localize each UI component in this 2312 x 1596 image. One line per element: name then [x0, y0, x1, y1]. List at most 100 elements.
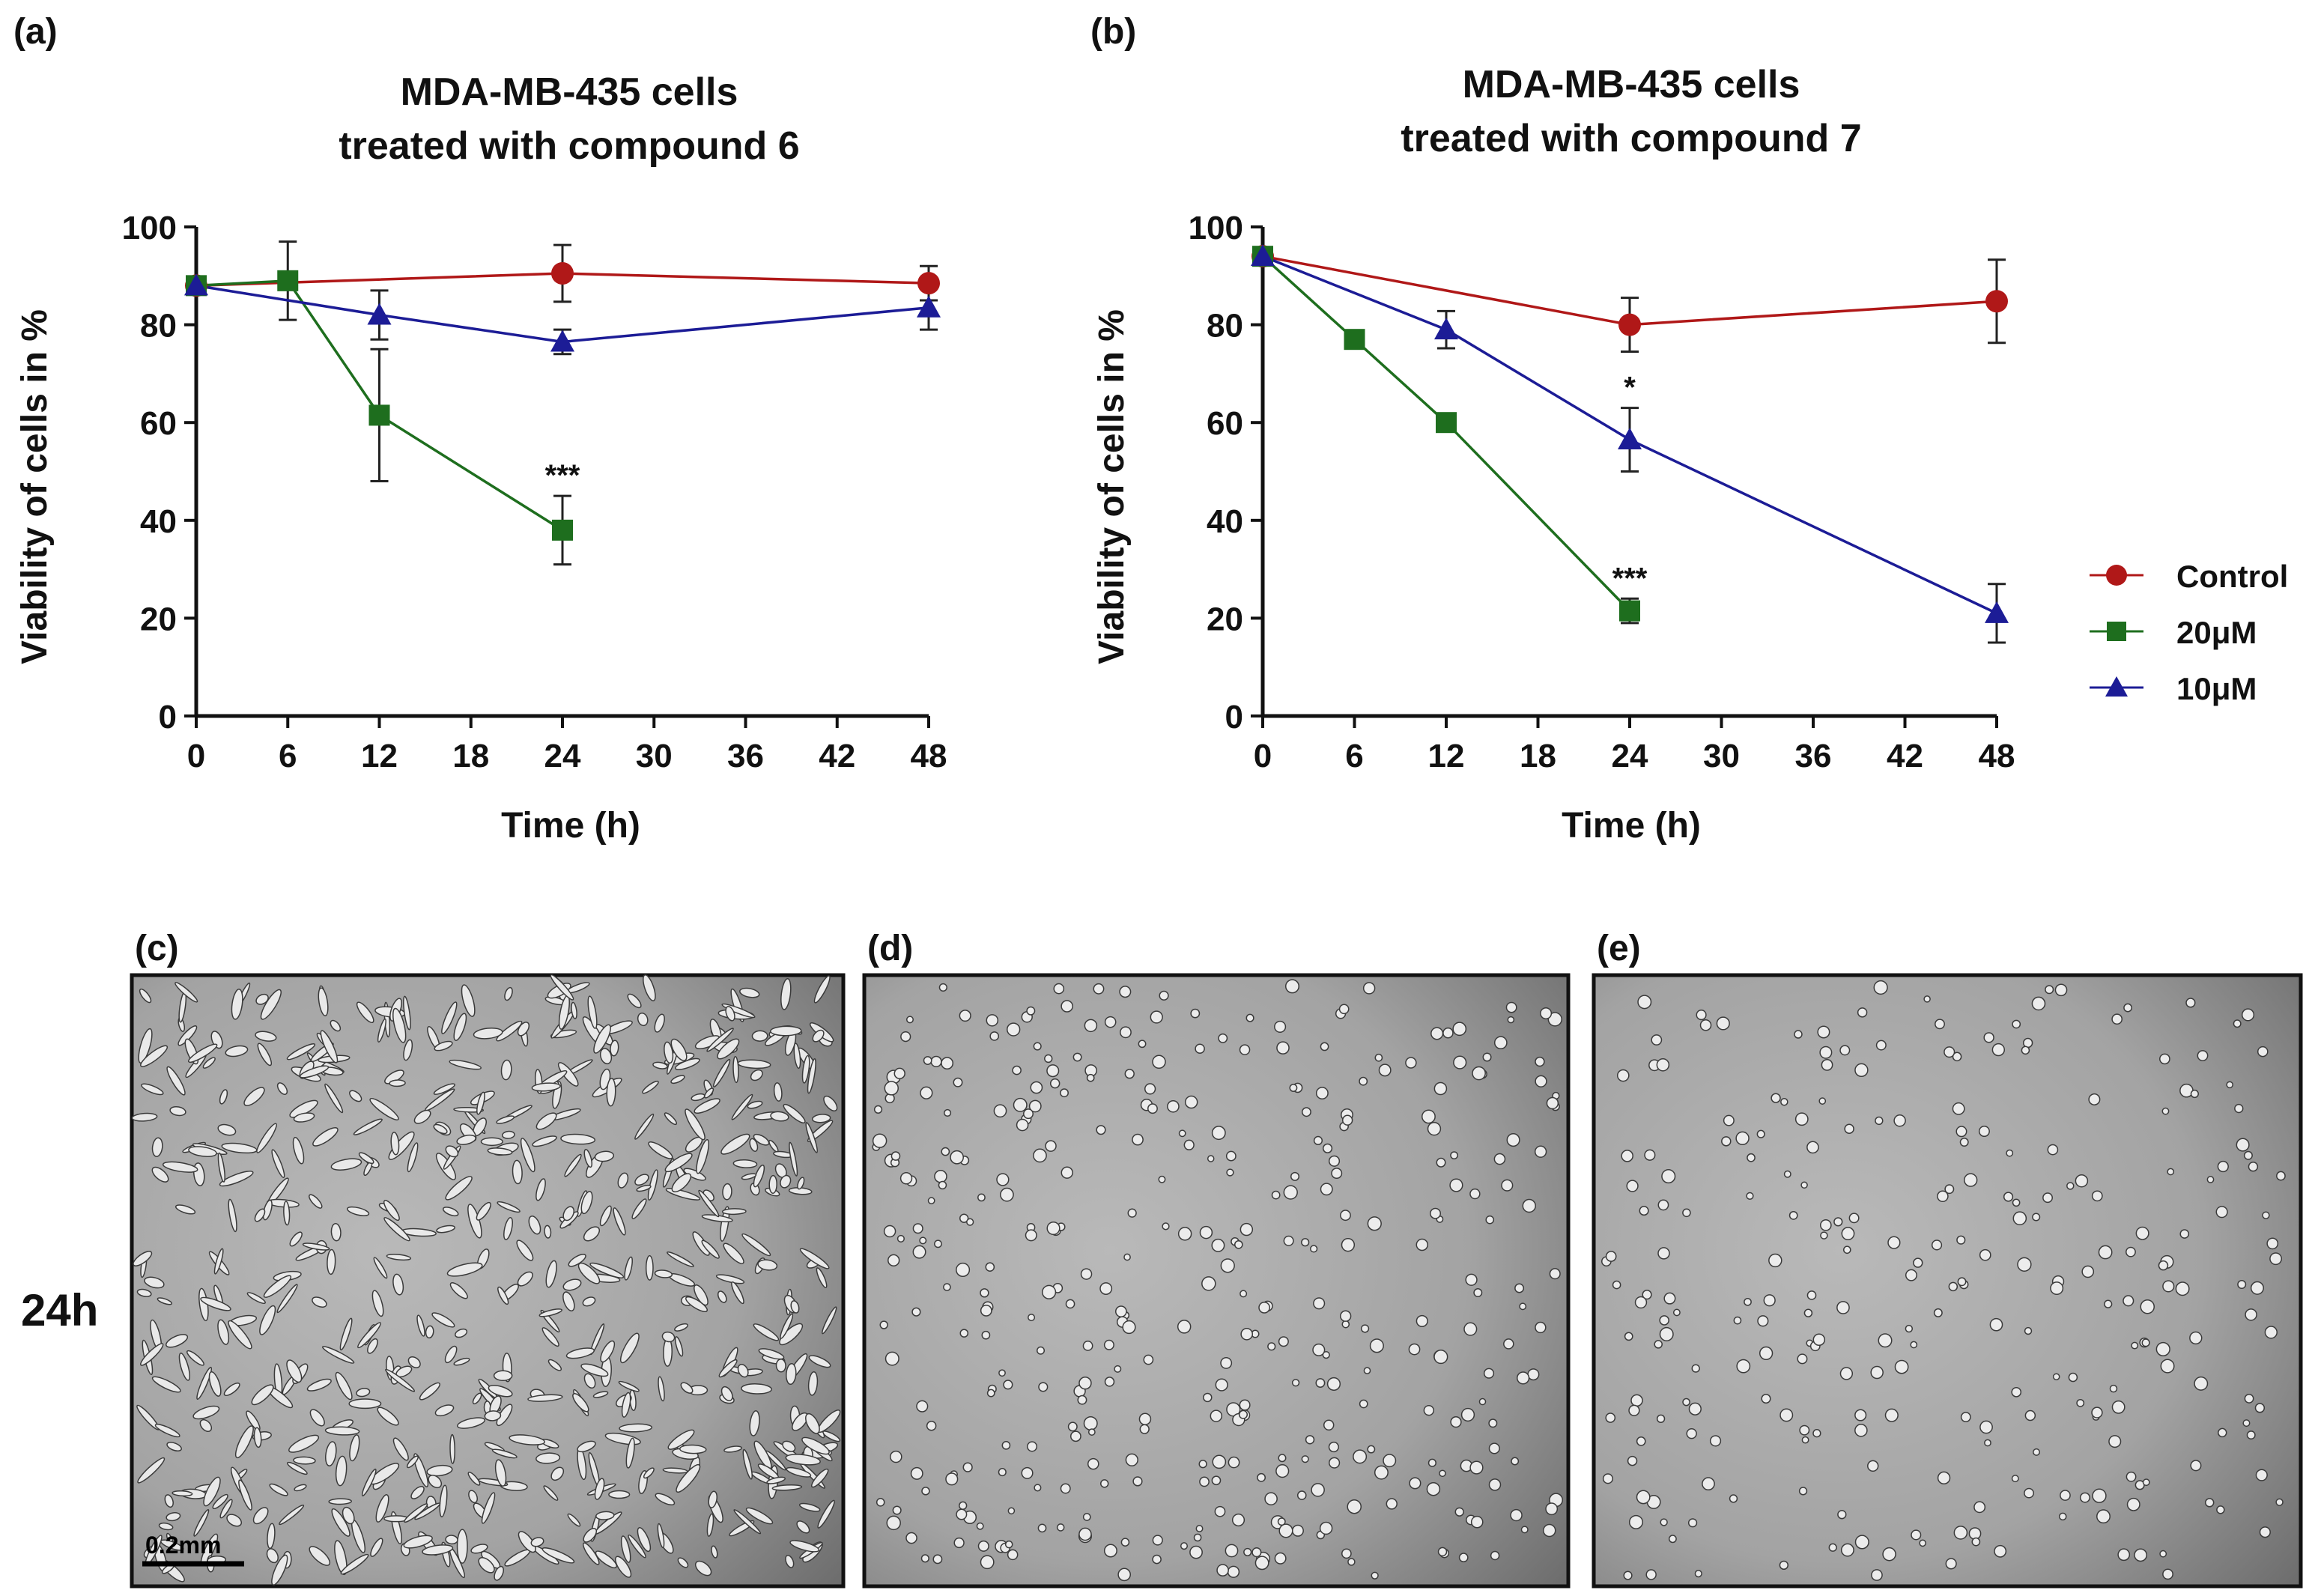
cell-shape	[2042, 1192, 2053, 1204]
cell-shape	[1322, 1143, 1333, 1153]
cell-shape	[1744, 1297, 1752, 1306]
cell-shape	[1021, 1466, 1034, 1479]
cell-shape	[785, 1555, 795, 1568]
cell-shape	[652, 1061, 668, 1069]
cell-shape	[1099, 1282, 1113, 1295]
cell-shape	[1120, 1538, 1130, 1547]
cell-shape	[1211, 1126, 1226, 1141]
cell-shape	[1469, 1188, 1481, 1200]
cell-shape	[246, 1292, 266, 1305]
cell-shape	[1319, 1521, 1333, 1535]
data-point-10m	[367, 303, 392, 325]
cell-shape	[444, 1345, 458, 1364]
cell-shape	[1837, 1510, 1847, 1520]
cell-shape	[1994, 1544, 2007, 1558]
cell-shape	[1283, 1235, 1294, 1246]
cell-shape	[1887, 1236, 1901, 1249]
cell-shape	[1960, 1412, 1971, 1422]
cell-shape	[943, 1283, 951, 1291]
cell-shape	[1882, 1547, 1896, 1562]
cell-shape	[1132, 1476, 1143, 1487]
cell-shape	[1069, 1430, 1081, 1442]
cell-shape	[1000, 1187, 1014, 1202]
cell-shape	[1369, 1338, 1384, 1353]
cell-shape	[494, 1459, 507, 1487]
cell-shape	[1341, 1237, 1356, 1252]
cell-shape	[610, 1040, 619, 1057]
cell-shape	[1067, 1421, 1078, 1432]
cell-shape	[131, 1112, 158, 1122]
chart-b: (b) MDA-MB-435 cells treated with compou…	[1090, 12, 2015, 846]
cell-shape	[480, 1137, 503, 1147]
cell-shape	[775, 1359, 786, 1373]
cell-shape	[2050, 1281, 2064, 1296]
cell-shape	[223, 1382, 240, 1397]
cell-shape	[407, 1142, 419, 1173]
cell-shape	[1374, 1053, 1383, 1062]
cell-shape	[2031, 996, 2046, 1011]
cell-shape	[1854, 1409, 1867, 1421]
cell-shape	[647, 1169, 658, 1201]
cell-shape	[1621, 1150, 1633, 1162]
cell-shape	[657, 1523, 665, 1549]
cell-shape	[445, 1535, 458, 1545]
cell-shape	[1945, 1558, 1957, 1570]
cell-shape	[985, 1262, 995, 1272]
cell-shape	[2098, 1245, 2113, 1260]
cell-shape	[1800, 1181, 1808, 1189]
cell-shape	[594, 1150, 615, 1162]
cell-shape	[1028, 1314, 1036, 1322]
cell-shape	[654, 1013, 665, 1033]
cell-shape	[713, 1058, 731, 1087]
cell-shape	[1490, 1550, 1500, 1561]
cell-shape	[1046, 1064, 1060, 1078]
cell-shape	[1507, 1016, 1515, 1024]
cell-shape	[1520, 1526, 1529, 1534]
cell-shape	[140, 1343, 164, 1366]
cell-shape	[1080, 1268, 1093, 1280]
cell-shape	[2135, 1226, 2149, 1240]
cell-shape	[2159, 1053, 2170, 1065]
significance-marker: ***	[545, 459, 580, 492]
cell-shape	[1427, 1458, 1436, 1467]
cell-shape	[2024, 1410, 2036, 1421]
cell-shape	[1203, 1392, 1213, 1403]
cell-shape	[1978, 1126, 1990, 1138]
cell-shape	[2123, 1295, 2134, 1307]
cell-shape	[1493, 1153, 1506, 1165]
cell-shape	[1301, 1455, 1309, 1463]
cell-shape	[621, 1392, 631, 1418]
cell-shape	[494, 1565, 505, 1581]
cell-shape	[606, 1078, 616, 1107]
cell-shape	[339, 1317, 353, 1351]
cell-shape	[742, 1448, 753, 1480]
cell-shape	[1873, 980, 1888, 995]
cell-shape	[484, 1410, 502, 1421]
panel-e-label: (e)	[1597, 929, 1641, 968]
cell-shape	[389, 1079, 406, 1087]
cell-shape	[331, 1508, 351, 1537]
cell-shape	[934, 1240, 942, 1248]
legend-entry-control: Control	[2090, 559, 2288, 594]
cell-shape	[614, 1556, 632, 1578]
cell-shape	[886, 1515, 901, 1531]
cell-shape	[453, 1106, 485, 1113]
cell-shape	[1437, 1547, 1448, 1557]
cell-shape	[976, 1522, 984, 1530]
cell-shape	[1688, 1402, 1702, 1416]
cell-shape	[433, 1083, 455, 1095]
cell-shape	[330, 1019, 342, 1032]
chart-a-x-axis-label: Time (h)	[501, 806, 640, 846]
cell-shape	[1276, 1041, 1290, 1055]
cell-shape	[2058, 1512, 2067, 1521]
cell-shape	[544, 1225, 552, 1239]
cell-shape	[1488, 1419, 1498, 1428]
chart-a-plot-area: 0 20 40 60 80 100 0 6 12 18 24 30 36 42 48 ***	[122, 210, 947, 774]
cell-shape	[456, 1529, 468, 1564]
cell-shape	[753, 1133, 770, 1146]
cell-shape	[562, 1278, 582, 1291]
cell-shape	[1004, 1540, 1013, 1549]
cell-shape	[1442, 1027, 1454, 1039]
cell-shape	[2032, 1213, 2041, 1222]
micrograph-e: (e)	[1592, 929, 2303, 1589]
